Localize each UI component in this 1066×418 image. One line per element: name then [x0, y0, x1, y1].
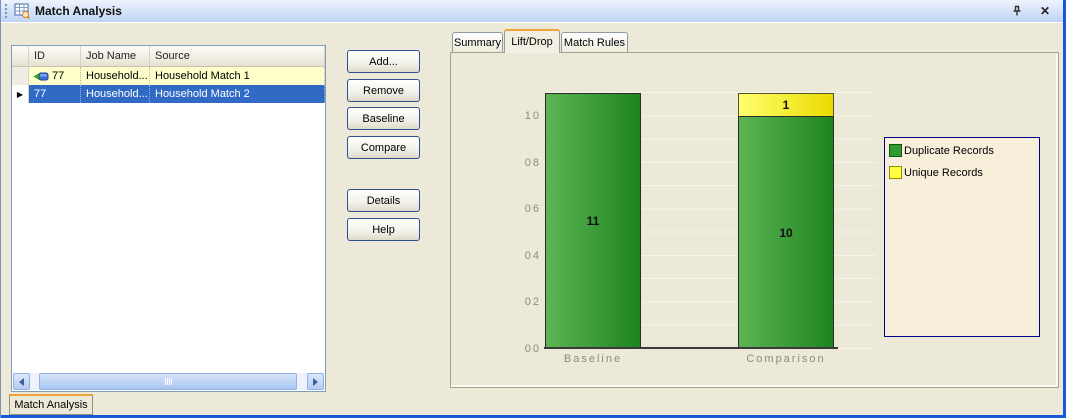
chart-plot-area: 11 1 10 — [544, 88, 876, 349]
x-category-label-baseline: Baseline — [563, 353, 623, 365]
legend-label: Duplicate Records — [904, 144, 994, 157]
unique-records-swatch-icon — [889, 166, 902, 179]
row-header-cell — [12, 67, 29, 85]
baseline-duplicate-segment: 11 — [545, 93, 641, 349]
cell-source: Household Match 2 — [150, 85, 325, 103]
cell-source-value: Household Match 1 — [155, 70, 250, 82]
chart-x-axis-line — [544, 347, 838, 349]
x-category-label-comparison: Comparison — [746, 353, 826, 365]
tab-summary-label: Summary — [453, 37, 502, 49]
bar-value-label: 10 — [779, 225, 793, 240]
match-analysis-icon — [14, 3, 30, 19]
grid-header-jobname[interactable]: Job Name — [81, 46, 150, 67]
window-title: Match Analysis — [35, 4, 122, 18]
bar-value-label: 11 — [586, 214, 600, 228]
cell-id-value: 77 — [52, 70, 65, 82]
compare-button[interactable]: Compare — [347, 136, 420, 159]
baseline-record-icon — [34, 72, 49, 81]
cell-id: 77 — [29, 67, 81, 85]
dock-tab-match-analysis[interactable]: Match Analysis — [9, 394, 93, 415]
y-tick-label: 10 — [524, 110, 541, 123]
scroll-right-arrow-icon[interactable] — [307, 373, 324, 390]
titlebar: Match Analysis ✕ — [1, 0, 1066, 23]
comparison-bar[interactable]: 1 10 — [738, 93, 834, 349]
tab-liftdrop-label: Lift/Drop — [511, 36, 553, 48]
current-row-marker-icon: ▶ — [16, 89, 24, 99]
cell-jobname-value: Household... — [86, 88, 148, 100]
tab-matchrules[interactable]: Match Rules — [561, 32, 628, 53]
legend-item-duplicate: Duplicate Records — [889, 144, 1035, 157]
legend-item-unique: Unique Records — [889, 166, 1035, 179]
grid-header-source[interactable]: Source — [150, 46, 325, 67]
table-row-selected[interactable]: ▶ 77 Household... Household Match 2 — [12, 85, 325, 103]
window-right-edge — [1063, 0, 1066, 418]
drag-grip-icon[interactable] — [4, 3, 9, 19]
table-row-baseline[interactable]: 77 Household... Household Match 1 — [12, 67, 325, 85]
chart-y-axis: 00 02 04 06 08 10 — [499, 88, 541, 355]
cell-source: Household Match 1 — [150, 67, 325, 85]
y-tick-label: 00 — [524, 343, 541, 355]
help-button[interactable]: Help — [347, 218, 420, 241]
tab-summary[interactable]: Summary — [452, 32, 503, 53]
y-tick-label: 04 — [524, 249, 541, 262]
cell-jobname-value: Household... — [86, 70, 148, 82]
grid-header-id[interactable]: ID — [29, 46, 81, 67]
cell-jobname: Household... — [81, 85, 150, 103]
cell-id-value: 77 — [34, 88, 47, 100]
remove-button[interactable]: Remove — [347, 79, 420, 102]
grid-header-source-label: Source — [155, 50, 190, 62]
y-tick-label: 06 — [524, 203, 541, 216]
scroll-left-arrow-icon[interactable] — [13, 373, 30, 390]
pin-icon[interactable] — [1008, 3, 1026, 19]
close-icon[interactable]: ✕ — [1036, 3, 1054, 19]
comparison-unique-segment: 1 — [738, 93, 834, 117]
close-glyph: ✕ — [1039, 4, 1051, 18]
y-tick-label: 02 — [524, 296, 541, 309]
add-button[interactable]: Add... — [347, 50, 420, 73]
bar-value-label: 1 — [782, 98, 790, 113]
tab-liftdrop[interactable]: Lift/Drop — [504, 29, 560, 53]
grid-header-row: ID Job Name Source — [12, 46, 325, 67]
duplicate-records-swatch-icon — [889, 144, 902, 157]
cell-id: 77 — [29, 85, 81, 103]
details-button[interactable]: Details — [347, 189, 420, 212]
window-bottom-edge — [1, 415, 1066, 418]
dock-tab-label: Match Analysis — [14, 399, 88, 411]
baseline-button[interactable]: Baseline — [347, 107, 420, 130]
scrollbar-thumb[interactable] — [39, 373, 297, 390]
bottom-tab-strip — [1, 392, 1066, 418]
tab-matchrules-label: Match Rules — [563, 37, 626, 49]
cell-jobname: Household... — [81, 67, 150, 85]
grid-horizontal-scrollbar[interactable] — [13, 373, 324, 390]
baseline-bar[interactable]: 11 — [545, 93, 641, 349]
legend-label: Unique Records — [904, 166, 983, 179]
grid-header-jobname-label: Job Name — [86, 50, 137, 62]
cell-source-value: Household Match 2 — [155, 88, 250, 100]
grid-header-id-label: ID — [34, 50, 45, 62]
comparison-duplicate-segment: 10 — [738, 116, 834, 349]
grid-header-rowselector — [12, 46, 29, 67]
match-jobs-grid[interactable]: ID Job Name Source 77 Household... House… — [11, 45, 326, 392]
chart-legend: Duplicate Records Unique Records — [884, 137, 1040, 337]
y-tick-label: 08 — [524, 156, 541, 169]
row-header-cell: ▶ — [12, 85, 29, 103]
